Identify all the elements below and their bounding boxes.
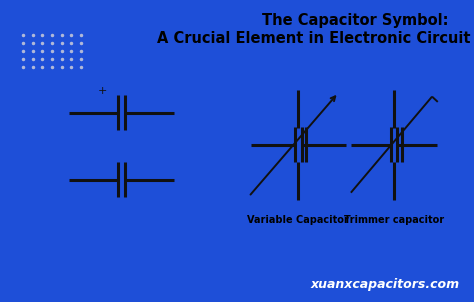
Text: xuanxcapacitors.com: xuanxcapacitors.com xyxy=(310,278,460,291)
Text: Trimmer capacitor: Trimmer capacitor xyxy=(344,215,444,225)
Text: +: + xyxy=(98,85,107,96)
Text: Variable Capacitor: Variable Capacitor xyxy=(247,215,349,225)
Text: Xuansn: Xuansn xyxy=(21,17,80,31)
Text: A Crucial Element in Electronic Circuit Diagrams: A Crucial Element in Electronic Circuit … xyxy=(157,31,474,46)
Text: The Capacitor Symbol:: The Capacitor Symbol: xyxy=(263,13,449,27)
